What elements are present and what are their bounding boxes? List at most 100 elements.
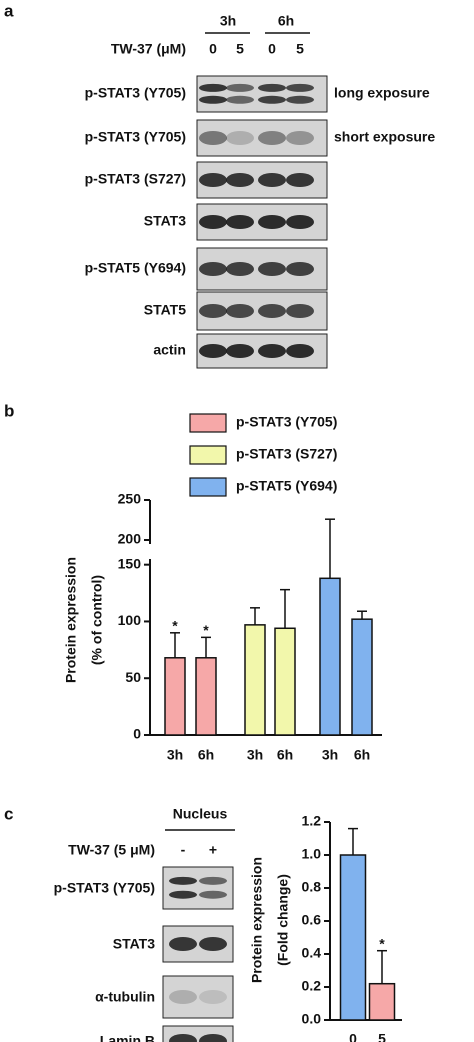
y-tick-label: 0.4 xyxy=(302,945,322,961)
time-label: 6h xyxy=(278,13,294,29)
blot-band xyxy=(286,83,314,92)
blot-band xyxy=(169,990,197,1004)
blot-band xyxy=(226,304,254,318)
blot-band xyxy=(199,262,227,276)
blot-band xyxy=(169,876,197,885)
blot-band xyxy=(286,215,314,229)
panel-label: a xyxy=(4,1,14,20)
legend-swatch xyxy=(189,445,227,465)
x-tick-label: 5 xyxy=(378,1031,386,1042)
blot xyxy=(162,975,234,1019)
error-bar xyxy=(348,827,358,855)
blot-band xyxy=(169,1034,197,1042)
row-note: short exposure xyxy=(334,129,435,145)
x-tick-label: 3h xyxy=(167,747,183,763)
dose-label: + xyxy=(209,842,217,858)
y-tick-label: 250 xyxy=(118,491,142,507)
bar xyxy=(339,854,367,1021)
row-label: p-STAT3 (Y705) xyxy=(85,85,186,101)
bar xyxy=(164,657,186,736)
row-note: long exposure xyxy=(334,85,430,101)
y-tick-label: 50 xyxy=(125,669,141,685)
blot-band xyxy=(286,131,314,145)
blot-band xyxy=(199,215,227,229)
y-tick-label: 0.2 xyxy=(302,978,322,994)
error-bar xyxy=(250,607,260,625)
row-label: STAT3 xyxy=(113,936,155,952)
y-tick-label: 1.2 xyxy=(302,813,322,829)
blot-band xyxy=(286,173,314,187)
header-label: Nucleus xyxy=(173,806,228,822)
blot-band xyxy=(169,937,197,951)
blot-band xyxy=(199,95,227,104)
row-label: α-tubulin xyxy=(95,989,155,1005)
blot-band xyxy=(226,83,254,92)
blot-band xyxy=(169,890,197,899)
blot-band xyxy=(286,344,314,358)
blot-band xyxy=(199,876,227,885)
y-tick-label: 100 xyxy=(118,612,142,628)
y-axis-label: (% of control) xyxy=(89,575,105,665)
row-label: p-STAT3 (Y705) xyxy=(54,880,155,896)
error-bar xyxy=(325,518,335,579)
x-tick-label: 6h xyxy=(198,747,214,763)
error-bar xyxy=(170,632,180,658)
blot-band xyxy=(258,83,286,92)
y-tick-label: 0 xyxy=(133,726,141,742)
panel-label: c xyxy=(4,804,13,823)
row-label: p-STAT5 (Y694) xyxy=(85,260,186,276)
blot-band xyxy=(258,215,286,229)
blot xyxy=(196,75,328,113)
blot-band xyxy=(258,262,286,276)
error-bar xyxy=(377,949,387,984)
blot-band xyxy=(286,95,314,104)
dose-label: 0 xyxy=(268,41,276,57)
blot-band xyxy=(199,890,227,899)
blot-band xyxy=(226,262,254,276)
x-tick-label: 3h xyxy=(322,747,338,763)
legend-swatch xyxy=(189,477,227,497)
y-tick-label: 0.8 xyxy=(302,879,322,895)
x-tick-label: 3h xyxy=(247,747,263,763)
error-bar xyxy=(280,588,290,629)
legend-swatch xyxy=(189,413,227,433)
y-tick-label: 0.6 xyxy=(302,912,322,928)
blot-band xyxy=(226,95,254,104)
row-label: Lamin B xyxy=(100,1033,155,1042)
bar xyxy=(274,627,296,736)
blot-band xyxy=(199,173,227,187)
panel-label: b xyxy=(4,401,14,420)
blot-band xyxy=(226,131,254,145)
y-axis-label: (Fold change) xyxy=(275,874,291,966)
y-tick-label: 0.0 xyxy=(302,1011,322,1027)
blot-band xyxy=(199,83,227,92)
error-bar xyxy=(357,610,367,620)
bar xyxy=(319,577,341,736)
row-label: STAT5 xyxy=(144,302,186,318)
error-bar xyxy=(201,636,211,658)
dose-label: 5 xyxy=(236,41,244,57)
row-label: p-STAT3 (S727) xyxy=(85,171,186,187)
blot-band xyxy=(258,95,286,104)
blot xyxy=(162,866,234,910)
bar xyxy=(368,982,396,1021)
y-tick-label: 150 xyxy=(118,555,142,571)
legend-label: p-STAT3 (Y705) xyxy=(236,414,337,430)
blot-band xyxy=(258,131,286,145)
y-tick-label: 1.0 xyxy=(302,846,322,862)
bar xyxy=(244,624,266,736)
blot-band xyxy=(226,215,254,229)
row-label: STAT3 xyxy=(144,213,186,229)
y-axis-label: Protein expression xyxy=(63,557,79,683)
treatment-label: TW-37 (5 μM) xyxy=(68,842,155,858)
blot-band xyxy=(258,344,286,358)
y-tick-label: 200 xyxy=(118,531,142,547)
blot-band xyxy=(199,937,227,951)
blot-band xyxy=(226,173,254,187)
blot-band xyxy=(199,1034,227,1042)
legend-label: p-STAT5 (Y694) xyxy=(236,478,337,494)
blot-band xyxy=(199,990,227,1004)
blot-band xyxy=(258,173,286,187)
row-label: actin xyxy=(153,342,186,358)
